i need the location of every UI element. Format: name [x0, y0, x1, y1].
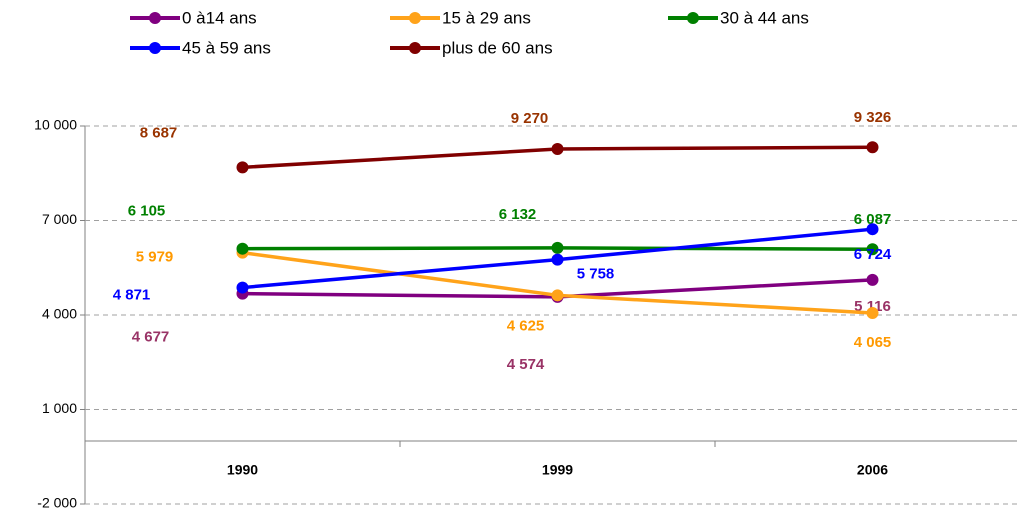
legend-label: plus de 60 ans: [442, 38, 553, 57]
value-label: 8 687: [140, 124, 178, 141]
legend-label: 15 à 29 ans: [442, 8, 531, 27]
legend-marker: [409, 42, 421, 54]
marker: [236, 281, 249, 294]
y-tick-label: 7 000: [42, 211, 77, 227]
marker: [236, 161, 249, 174]
marker: [551, 142, 564, 155]
value-label: 5 116: [854, 298, 891, 315]
legend-marker: [409, 12, 421, 24]
marker: [866, 306, 879, 319]
marker: [551, 289, 564, 302]
marker: [866, 273, 879, 286]
y-tick-label: 4 000: [42, 306, 77, 322]
value-label: 5 979: [136, 249, 174, 266]
y-tick-label: 10 000: [34, 117, 77, 133]
value-label: 6 724: [854, 246, 892, 263]
value-label: 9 326: [854, 109, 892, 126]
x-tick-label: 2006: [857, 462, 888, 478]
value-label: 9 270: [511, 110, 549, 127]
value-label: 6 132: [499, 206, 537, 223]
marker: [866, 223, 879, 236]
y-tick-label: 1 000: [42, 400, 77, 416]
marker: [866, 141, 879, 154]
legend-marker: [149, 12, 161, 24]
value-label: 4 871: [113, 287, 151, 304]
marker: [236, 242, 249, 255]
marker: [866, 243, 879, 256]
legend-marker: [149, 42, 161, 54]
value-label: 4 625: [507, 317, 545, 334]
value-label: 6 105: [128, 203, 166, 220]
legend-label: 30 à 44 ans: [720, 8, 809, 27]
value-label: 4 065: [854, 334, 892, 351]
marker: [551, 241, 564, 254]
x-tick-label: 1999: [542, 462, 573, 478]
value-label: 6 087: [854, 211, 892, 228]
legend-label: 45 à 59 ans: [182, 38, 271, 57]
marker: [551, 253, 564, 266]
x-tick-label: 1990: [227, 462, 258, 478]
y-tick-label: -2 000: [37, 495, 77, 511]
legend-marker: [687, 12, 699, 24]
value-label: 5 758: [577, 266, 615, 283]
value-label: 4 677: [132, 329, 170, 346]
value-label: 4 574: [507, 356, 545, 373]
legend-label: 0 à14 ans: [182, 8, 257, 27]
